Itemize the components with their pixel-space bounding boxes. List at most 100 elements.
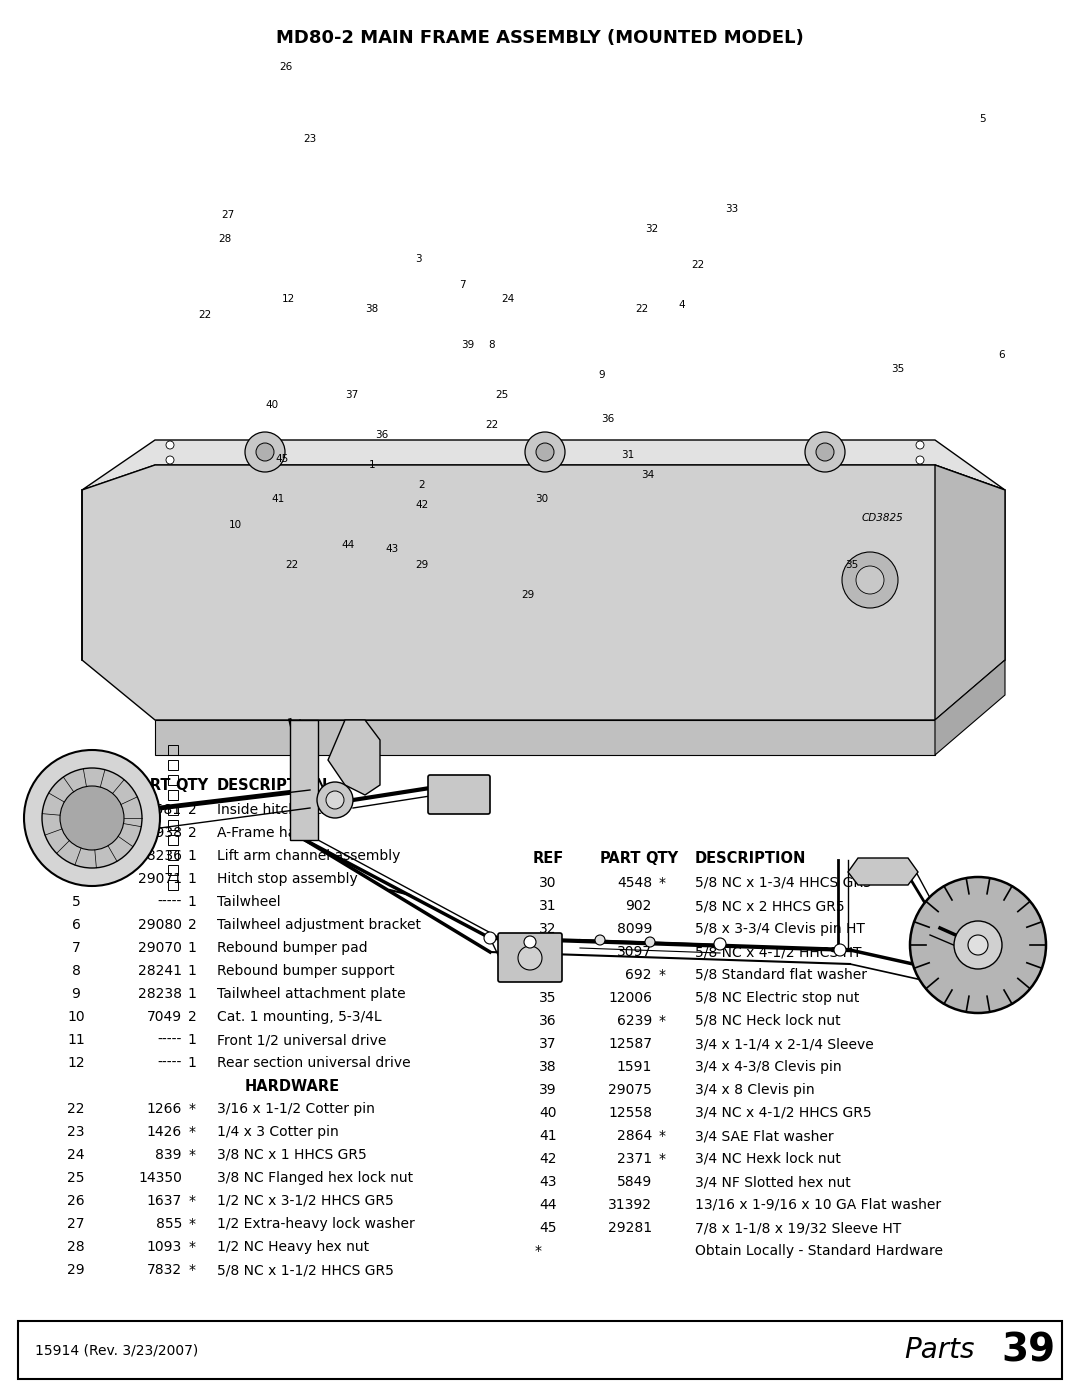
Text: 33: 33 [539,944,557,958]
Text: 15914 (Rev. 3/23/2007): 15914 (Rev. 3/23/2007) [35,1343,199,1356]
Text: 37: 37 [539,1037,557,1051]
Text: *: * [659,1129,665,1143]
Text: 2: 2 [71,826,80,840]
Text: *: * [189,1194,195,1208]
Text: 1: 1 [188,872,197,886]
Text: 3: 3 [415,254,421,264]
Text: 29071: 29071 [138,872,183,886]
Text: QTY: QTY [646,851,678,866]
Text: 12558: 12558 [608,1106,652,1120]
Text: 44: 44 [539,1199,557,1213]
Text: *: * [189,1125,195,1139]
Polygon shape [156,719,935,754]
FancyBboxPatch shape [428,775,490,814]
Text: 28238: 28238 [138,988,183,1002]
Text: 39: 39 [1001,1331,1055,1369]
Text: 1: 1 [188,942,197,956]
Text: 692: 692 [625,968,652,982]
Circle shape [954,921,1002,970]
Text: *: * [659,876,665,890]
Text: 34: 34 [642,469,654,481]
Circle shape [60,787,124,849]
Text: 3/4 NC Hexk lock nut: 3/4 NC Hexk lock nut [696,1153,841,1166]
Text: 1: 1 [188,849,197,863]
Text: -----: ----- [158,1056,183,1070]
Text: 5/8 NC Electric stop nut: 5/8 NC Electric stop nut [696,990,860,1004]
Text: 33: 33 [726,204,739,214]
Text: 2: 2 [188,826,197,840]
Text: 7049: 7049 [147,1010,183,1024]
Text: Cat. 1 mounting, 5-3/4L: Cat. 1 mounting, 5-3/4L [217,1010,381,1024]
Text: 5/8 Standard flat washer: 5/8 Standard flat washer [696,968,867,982]
FancyBboxPatch shape [498,933,562,982]
Text: 7: 7 [71,942,80,956]
Circle shape [916,455,924,464]
Text: 42: 42 [539,1153,557,1166]
Text: 27: 27 [67,1217,84,1231]
Text: 855: 855 [156,1217,183,1231]
Circle shape [24,750,160,886]
Text: 5/8 x 3-3/4 Clevis pin HT: 5/8 x 3-3/4 Clevis pin HT [696,922,865,936]
Polygon shape [82,440,1005,490]
Text: 2: 2 [188,803,197,817]
Text: 40: 40 [266,400,279,409]
Text: 1: 1 [188,1032,197,1046]
Text: *: * [659,968,665,982]
Text: 39: 39 [539,1083,557,1097]
Text: Rear section universal drive: Rear section universal drive [217,1056,410,1070]
Text: 3/8 NC Flanged hex lock nut: 3/8 NC Flanged hex lock nut [217,1171,414,1185]
Text: 3/4 SAE Flat washer: 3/4 SAE Flat washer [696,1129,834,1143]
Text: -----: ----- [158,1032,183,1046]
Text: 3/4 NF Slotted hex nut: 3/4 NF Slotted hex nut [696,1175,851,1189]
Text: 27: 27 [221,210,234,219]
Text: Inside hitch brace: Inside hitch brace [217,803,341,817]
Text: 11: 11 [67,1032,85,1046]
Text: 39: 39 [461,339,474,351]
Text: 3/4 NC x 4-1/2 HHCS GR5: 3/4 NC x 4-1/2 HHCS GR5 [696,1106,872,1120]
Text: 45: 45 [539,1221,557,1235]
Text: 36: 36 [602,414,615,425]
Text: 31: 31 [621,450,635,460]
Text: 13/16 x 1-9/16 x 10 GA Flat washer: 13/16 x 1-9/16 x 10 GA Flat washer [696,1199,941,1213]
Text: 2: 2 [188,918,197,932]
Text: *: * [189,1148,195,1162]
Text: 28236: 28236 [138,849,183,863]
Text: 29: 29 [416,560,429,570]
Text: 31581: 31581 [138,803,183,817]
Circle shape [968,935,988,956]
Text: 26: 26 [280,61,293,73]
Circle shape [525,432,565,472]
Text: 4: 4 [71,872,80,886]
Text: Front 1/2 universal drive: Front 1/2 universal drive [217,1032,387,1046]
Circle shape [645,937,654,947]
Polygon shape [935,659,1005,754]
Text: REF: REF [532,851,564,866]
Text: 1: 1 [71,803,80,817]
Text: Hitch stop assembly: Hitch stop assembly [217,872,357,886]
Circle shape [318,782,353,819]
Text: *: * [189,1217,195,1231]
Text: *: * [535,1243,542,1259]
Text: 902: 902 [625,900,652,914]
Text: 9: 9 [71,988,80,1002]
Text: 7: 7 [459,279,465,291]
Text: 26: 26 [67,1194,85,1208]
Text: CD3825: CD3825 [862,513,904,522]
Circle shape [518,946,542,970]
Circle shape [524,936,536,949]
Text: *: * [659,1153,665,1166]
Text: 6: 6 [71,918,80,932]
Text: 6239: 6239 [617,1014,652,1028]
Text: 8: 8 [71,964,80,978]
Text: 28241: 28241 [138,964,183,978]
Text: 3/8 NC x 1 HHCS GR5: 3/8 NC x 1 HHCS GR5 [217,1148,367,1162]
Text: 32: 32 [646,224,659,235]
Text: 1: 1 [188,964,197,978]
Text: 24: 24 [67,1148,84,1162]
Text: 1637: 1637 [147,1194,183,1208]
Text: 34: 34 [539,968,557,982]
Circle shape [805,432,845,472]
Text: 30: 30 [539,876,557,890]
Text: 36: 36 [376,430,389,440]
Circle shape [42,768,141,868]
